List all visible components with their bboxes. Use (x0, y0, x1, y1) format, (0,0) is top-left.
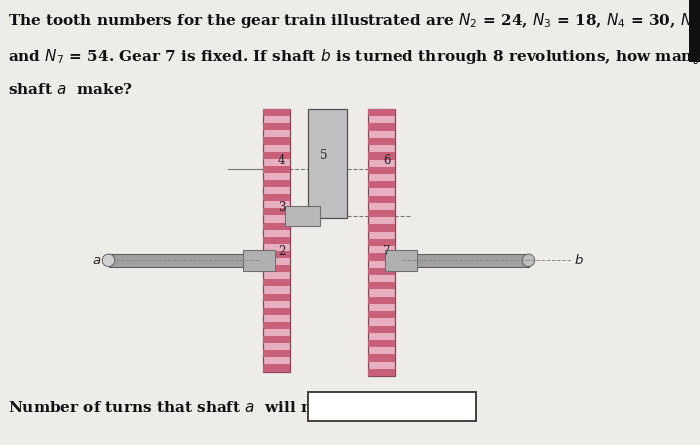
Bar (368, 239, 395, 246)
Bar (263, 336, 290, 343)
Bar (263, 265, 290, 272)
Bar (402, 254, 528, 267)
Bar (263, 166, 290, 173)
Ellipse shape (522, 254, 535, 267)
Bar (263, 109, 290, 116)
Text: The tooth numbers for the gear train illustrated are $N_2$ = 24, $N_3$ = 18, $N_: The tooth numbers for the gear train ill… (8, 11, 700, 30)
Bar (267, 109, 286, 372)
Bar (309, 109, 347, 218)
Text: 5: 5 (321, 149, 328, 162)
Bar (263, 222, 290, 230)
Bar (368, 369, 395, 376)
Bar (386, 250, 417, 271)
Text: and $N_7$ = 54. Gear 7 is fixed. If shaft $b$ is turned through 8 revolutions, h: and $N_7$ = 54. Gear 7 is fixed. If shaf… (8, 47, 700, 66)
Bar (689, 0, 700, 62)
Bar (368, 109, 395, 376)
Bar (368, 253, 395, 261)
Bar (368, 181, 395, 188)
Bar (368, 311, 395, 318)
Bar (263, 307, 290, 315)
Text: $a$: $a$ (92, 254, 102, 267)
Bar (285, 206, 320, 226)
Bar (263, 322, 290, 329)
Bar (368, 109, 395, 116)
Bar (368, 210, 395, 217)
Bar (263, 138, 290, 145)
Bar (108, 254, 259, 267)
Bar (368, 167, 395, 174)
Bar (368, 224, 395, 232)
Bar (368, 196, 395, 203)
Text: 6: 6 (383, 154, 391, 167)
Bar (368, 354, 395, 362)
Bar (263, 364, 290, 372)
Text: 4: 4 (278, 154, 286, 167)
Bar (368, 297, 395, 304)
Ellipse shape (102, 254, 115, 267)
Bar (263, 294, 290, 301)
Bar (372, 109, 391, 376)
Bar (368, 325, 395, 333)
Bar (368, 282, 395, 289)
Bar (368, 138, 395, 145)
Text: shaft $a$  make?: shaft $a$ make? (8, 82, 134, 97)
Bar (263, 251, 290, 258)
Bar (263, 109, 290, 372)
Bar (263, 350, 290, 357)
Text: $b$: $b$ (574, 253, 584, 267)
Bar (368, 123, 395, 131)
Ellipse shape (253, 254, 265, 267)
Bar (263, 194, 290, 201)
Bar (263, 180, 290, 187)
Bar (263, 279, 290, 287)
Text: 3: 3 (278, 201, 286, 214)
Text: Number of turns that shaft $a$  will make =: Number of turns that shaft $a$ will make… (8, 400, 366, 415)
Bar (263, 208, 290, 215)
Bar (263, 237, 290, 244)
Bar (263, 152, 290, 159)
Bar (244, 250, 274, 271)
Bar (368, 340, 395, 347)
Bar (263, 123, 290, 130)
Text: 7: 7 (383, 245, 391, 258)
Bar (308, 392, 476, 421)
Text: 2: 2 (278, 245, 286, 258)
Ellipse shape (396, 254, 409, 267)
Bar (368, 268, 395, 275)
Bar (368, 152, 395, 160)
